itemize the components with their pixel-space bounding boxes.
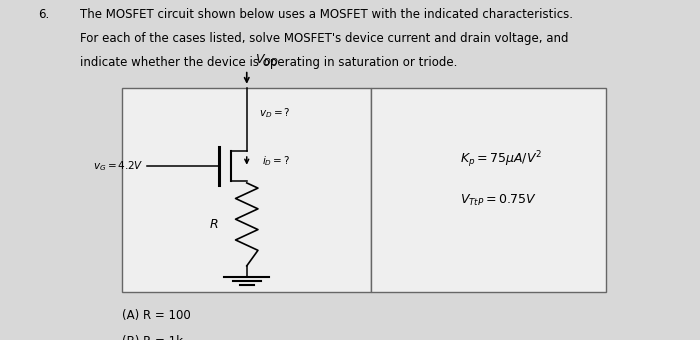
Text: (A) R = 100: (A) R = 100 xyxy=(122,309,191,322)
Text: For each of the cases listed, solve MOSFET's device current and drain voltage, a: For each of the cases listed, solve MOSF… xyxy=(80,32,569,45)
Text: $V_{TtP} = 0.75V$: $V_{TtP} = 0.75V$ xyxy=(460,193,536,208)
Text: (B) R = 1k: (B) R = 1k xyxy=(122,335,183,340)
Text: $v_G = 4.2V$: $v_G = 4.2V$ xyxy=(94,159,144,173)
Text: The MOSFET circuit shown below uses a MOSFET with the indicated characteristics.: The MOSFET circuit shown below uses a MO… xyxy=(80,8,573,21)
Text: $v_D =?$: $v_D =?$ xyxy=(260,106,291,120)
Text: $V_{DD}$: $V_{DD}$ xyxy=(255,53,279,68)
Text: $K_p = 75\mu A/ V^2$: $K_p = 75\mu A/ V^2$ xyxy=(460,150,542,170)
Text: $R$: $R$ xyxy=(209,218,218,231)
Text: 6.: 6. xyxy=(38,8,50,21)
Bar xyxy=(371,88,606,292)
Text: $i_D =?$: $i_D =?$ xyxy=(262,154,290,168)
Text: indicate whether the device is operating in saturation or triode.: indicate whether the device is operating… xyxy=(80,56,458,69)
Bar xyxy=(122,88,371,292)
